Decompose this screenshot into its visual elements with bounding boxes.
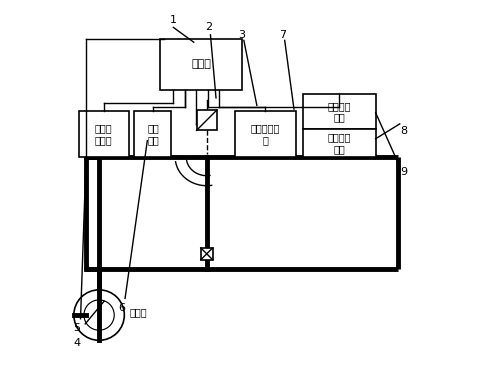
Bar [197, 110, 217, 131]
Bar [303, 129, 376, 157]
Text: 冷藏机组
电路: 冷藏机组 电路 [328, 101, 351, 123]
Text: 货舱冷藏
机组: 货舱冷藏 机组 [328, 132, 351, 154]
Bar [303, 94, 376, 129]
Text: 压缩机: 压缩机 [130, 307, 148, 318]
Text: 乘员舱蒸发
器: 乘员舱蒸发 器 [251, 123, 280, 145]
Text: 6: 6 [118, 303, 125, 313]
Text: 控制器: 控制器 [191, 59, 211, 70]
Text: 8: 8 [400, 126, 407, 136]
Bar [160, 39, 242, 91]
Bar [201, 248, 212, 260]
Text: 4: 4 [73, 338, 80, 348]
Text: 7: 7 [279, 30, 287, 40]
Text: 5: 5 [73, 323, 80, 333]
Bar [79, 111, 129, 157]
Text: 9: 9 [400, 167, 407, 177]
Bar [135, 111, 171, 157]
Text: 1: 1 [170, 15, 177, 25]
Text: 冷凝器
干燥器: 冷凝器 干燥器 [95, 123, 113, 145]
Text: 压力
开关: 压力 开关 [147, 123, 159, 145]
Text: 2: 2 [205, 22, 212, 33]
Text: 3: 3 [239, 30, 245, 40]
Bar [235, 111, 296, 157]
